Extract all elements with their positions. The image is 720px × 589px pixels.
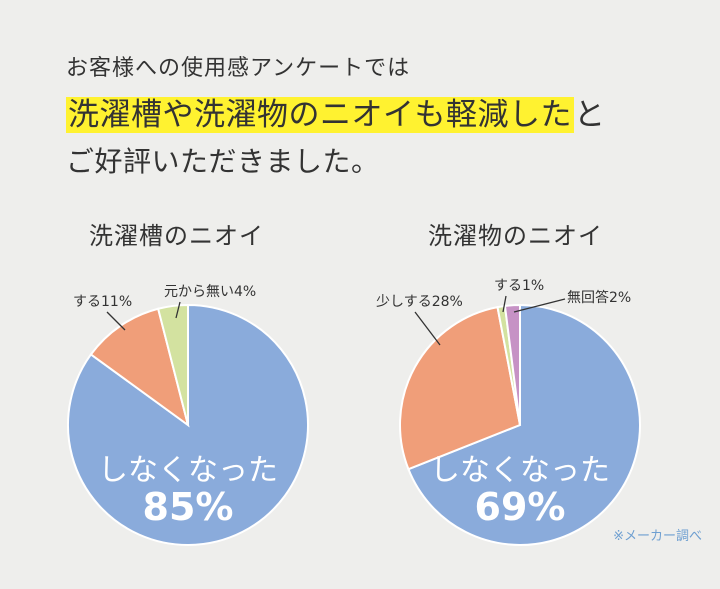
source-note: ※メーカー調べ xyxy=(613,529,702,544)
pie2-leader-3 xyxy=(513,298,566,313)
pie1-leader-2 xyxy=(175,301,181,319)
headline-line2: 洗濯槽や洗濯物のニオイも軽減したと xyxy=(66,94,606,136)
pie2-slice-1 xyxy=(399,305,522,471)
headline-highlight: 洗濯槽や洗濯物のニオイも軽減した xyxy=(66,97,574,133)
pie1-main-label: しなくなった xyxy=(98,453,278,488)
headline-line1: お客様への使用感アンケートでは xyxy=(66,56,411,81)
pie2-label-1: 少しする28% xyxy=(376,294,463,310)
pie1-label-1: する11% xyxy=(73,294,132,310)
pie1-title: 洗濯槽のニオイ xyxy=(89,222,264,250)
headline: お客様への使用感アンケートでは 洗濯槽や洗濯物のニオイも軽減したと ご好評いただ… xyxy=(66,52,606,182)
pie2-main-label: しなくなった xyxy=(430,453,610,488)
headline-line3: ご好評いただきました。 xyxy=(66,145,380,178)
pie2-label-2: する1% xyxy=(494,278,544,294)
pie2-label-3: 無回答2% xyxy=(567,289,631,306)
pie1-label-2: 元から無い4% xyxy=(164,284,256,300)
pie2-main-value: 69% xyxy=(475,485,566,529)
headline-tail: と xyxy=(574,97,606,133)
pie2-slice-3 xyxy=(503,303,521,426)
pie1-slice-2 xyxy=(156,303,189,426)
pie2-leader-2 xyxy=(502,295,507,313)
pie2-leader-1 xyxy=(414,311,441,346)
pie1-main-value: 85% xyxy=(143,485,234,529)
pie2-slice-0 xyxy=(407,303,641,546)
pie1-leader-1 xyxy=(106,311,126,331)
pie2-title: 洗濯物のニオイ xyxy=(428,222,603,250)
